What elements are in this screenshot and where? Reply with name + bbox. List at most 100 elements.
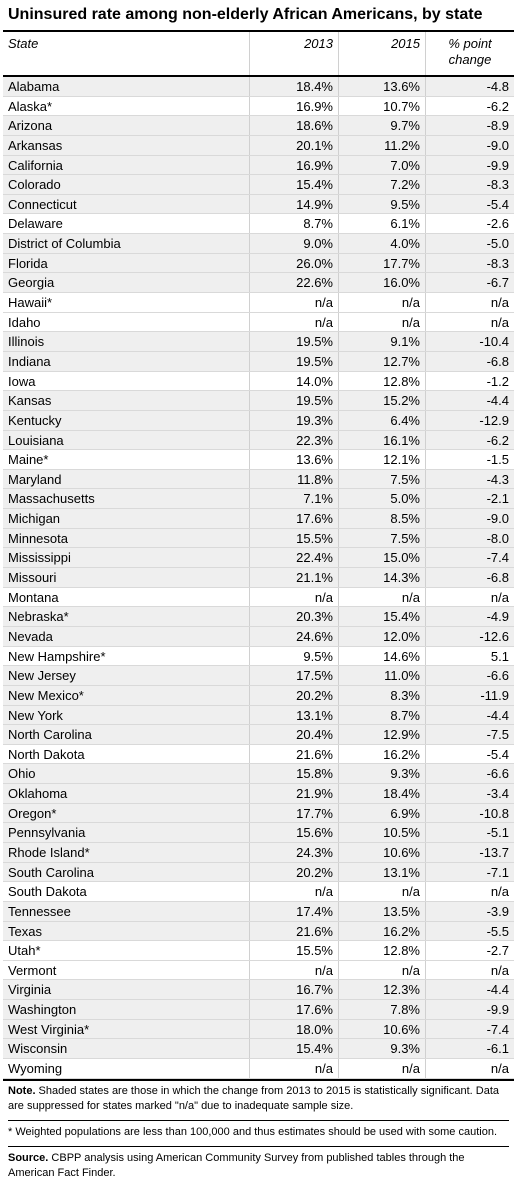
rate-2015-cell: 10.5%	[338, 823, 425, 842]
change-cell: -5.0	[425, 234, 514, 253]
change-cell: n/a	[425, 587, 514, 607]
table-row: Illinois 19.5% 9.1% -10.4	[3, 332, 514, 352]
state-cell: Georgia	[8, 275, 55, 291]
change-cell: -4.8	[425, 77, 514, 96]
rate-2015-cell: 6.1%	[338, 214, 425, 234]
table-row: West Virginia* 18.0% 10.6% -7.4	[3, 1019, 514, 1040]
rate-2015-cell: 8.5%	[338, 509, 425, 528]
change-cell: -5.4	[425, 194, 514, 214]
change-cell: -4.9	[425, 607, 514, 626]
state-cell: Arizona	[8, 118, 53, 134]
state-cell: Idaho	[8, 314, 41, 330]
table-row: Arkansas 20.1% 11.2% -9.0	[3, 135, 514, 156]
rate-2015-cell: 9.3%	[338, 1039, 425, 1059]
change-cell: -5.1	[425, 823, 514, 842]
table-row: Connecticut 14.9% 9.5% -5.4	[3, 194, 514, 215]
note-text: Shaded states are those in which the cha…	[8, 1084, 499, 1112]
rate-2013-cell: 20.3%	[249, 607, 338, 626]
table-row: District of Columbia 9.0% 4.0% -5.0	[3, 234, 514, 254]
rate-2015-cell: 9.5%	[338, 194, 425, 214]
table-row: Wyoming n/a n/a n/a	[3, 1059, 514, 1079]
rate-2015-cell: 5.0%	[338, 489, 425, 509]
table-row: New Jersey 17.5% 11.0% -6.6	[3, 666, 514, 686]
rate-2013-cell: 20.1%	[249, 135, 338, 155]
table-row: Kentucky 19.3% 6.4% -12.9	[3, 410, 514, 431]
state-cell: Kansas	[8, 393, 52, 409]
table-row: Louisiana 22.3% 16.1% -6.2	[3, 430, 514, 451]
rate-2013-cell: n/a	[249, 312, 338, 332]
change-cell: n/a	[425, 960, 514, 980]
change-cell: -10.8	[425, 803, 514, 823]
state-cell: Mississippi	[8, 550, 71, 566]
rate-2013-cell: 11.8%	[249, 469, 338, 489]
state-cell: Iowa	[8, 373, 36, 389]
rate-2013-cell: 16.7%	[249, 980, 338, 1000]
rate-2015-cell: 12.7%	[338, 351, 425, 371]
table-row: New York 13.1% 8.7% -4.4	[3, 705, 514, 726]
rate-2015-cell: 12.0%	[338, 626, 425, 646]
table-row: Nebraska* 20.3% 15.4% -4.9	[3, 607, 514, 627]
rate-2013-cell: 20.2%	[249, 862, 338, 882]
table-row: Georgia 22.6% 16.0% -6.7	[3, 273, 514, 294]
state-cell: California	[8, 157, 63, 173]
state-cell: Nebraska*	[8, 609, 69, 625]
rate-2013-cell: 17.5%	[249, 666, 338, 685]
rate-2015-cell: 13.1%	[338, 862, 425, 882]
rate-2013-cell: 21.6%	[249, 921, 338, 941]
rate-2015-cell: 11.0%	[338, 666, 425, 685]
state-cell: New Jersey	[8, 668, 76, 684]
rate-2015-cell: 11.2%	[338, 135, 425, 155]
rate-2015-cell: 16.2%	[338, 744, 425, 764]
change-cell: -6.2	[425, 96, 514, 116]
rate-2015-cell: 16.0%	[338, 273, 425, 293]
rate-2015-cell: 9.1%	[338, 332, 425, 351]
header-2015: 2015	[338, 32, 425, 75]
table-row: Montana n/a n/a n/a	[3, 587, 514, 608]
note-weighted: * Weighted populations are less than 100…	[8, 1125, 509, 1147]
change-cell: -6.6	[425, 666, 514, 685]
change-cell: -10.4	[425, 332, 514, 351]
rate-2015-cell: 17.7%	[338, 253, 425, 273]
rate-2013-cell: 16.9%	[249, 96, 338, 116]
rate-2013-cell: 15.4%	[249, 1039, 338, 1059]
state-cell: Michigan	[8, 511, 61, 527]
rate-2015-cell: 7.8%	[338, 1000, 425, 1019]
rate-2013-cell: 16.9%	[249, 155, 338, 175]
rate-2015-cell: 15.0%	[338, 548, 425, 568]
rate-2013-cell: 19.3%	[249, 410, 338, 430]
rate-2015-cell: n/a	[338, 882, 425, 901]
rate-2015-cell: 16.2%	[338, 921, 425, 941]
change-cell: -9.9	[425, 155, 514, 175]
table-row: Pennsylvania 15.6% 10.5% -5.1	[3, 823, 514, 843]
table-row: Missouri 21.1% 14.3% -6.8	[3, 568, 514, 588]
rate-2015-cell: n/a	[338, 312, 425, 332]
rate-2013-cell: 9.5%	[249, 646, 338, 666]
rate-2015-cell: 6.4%	[338, 410, 425, 430]
header-state: State	[8, 36, 39, 51]
rate-2015-cell: 6.9%	[338, 803, 425, 823]
change-cell: -11.9	[425, 685, 514, 705]
table-row: Idaho n/a n/a n/a	[3, 312, 514, 333]
table-row: California 16.9% 7.0% -9.9	[3, 155, 514, 176]
state-cell: Colorado	[8, 177, 61, 193]
rate-2015-cell: 9.3%	[338, 764, 425, 784]
header-2013: 2013	[249, 32, 338, 75]
change-cell: -6.6	[425, 764, 514, 784]
rate-2015-cell: n/a	[338, 587, 425, 607]
notes-section: Note. Shaded states are those in which t…	[3, 1078, 514, 1187]
table-row: Alaska* 16.9% 10.7% -6.2	[3, 96, 514, 117]
change-cell: -4.4	[425, 980, 514, 1000]
state-cell: Louisiana	[8, 432, 64, 448]
rate-2013-cell: n/a	[249, 587, 338, 607]
table-row: Vermont n/a n/a n/a	[3, 960, 514, 981]
state-cell: Virginia	[8, 982, 52, 998]
state-cell: Wisconsin	[8, 1041, 68, 1057]
table-row: Arizona 18.6% 9.7% -8.9	[3, 116, 514, 136]
table-row: Massachusetts 7.1% 5.0% -2.1	[3, 489, 514, 510]
change-cell: -9.0	[425, 509, 514, 528]
table-row: North Carolina 20.4% 12.9% -7.5	[3, 725, 514, 745]
rate-2013-cell: 17.4%	[249, 901, 338, 921]
state-cell: Hawaii*	[8, 295, 53, 311]
note-label: Note.	[8, 1084, 36, 1097]
state-cell: North Dakota	[8, 746, 85, 762]
